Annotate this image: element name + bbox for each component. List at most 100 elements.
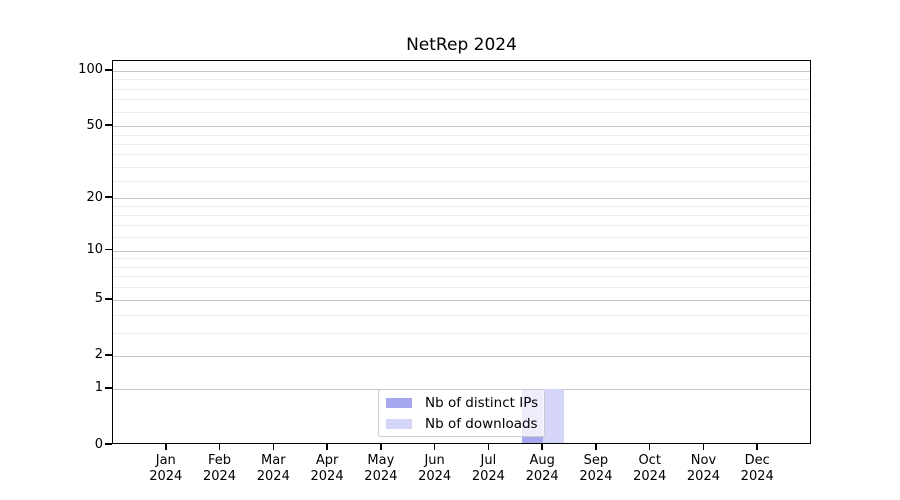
- y-tick-mark: [105, 443, 112, 445]
- legend-label-downloads: Nb of downloads: [425, 415, 538, 432]
- x-tick-month: May: [367, 453, 395, 468]
- x-tick-label: Feb 2024: [190, 453, 250, 484]
- x-tick-mark: [702, 444, 705, 450]
- x-tick-month: Nov: [690, 453, 717, 468]
- minor-gridline: [113, 166, 810, 168]
- minor-gridline: [113, 88, 810, 90]
- x-tick-year: 2024: [149, 468, 183, 484]
- x-tick-label: Sep 2024: [566, 453, 626, 484]
- x-tick-label: May 2024: [351, 453, 411, 484]
- x-tick-label: Oct 2024: [620, 453, 680, 484]
- minor-gridline: [113, 332, 810, 334]
- x-tick-label: Nov 2024: [673, 453, 733, 484]
- minor-gridline: [113, 266, 810, 268]
- x-tick-month: Apr: [315, 453, 339, 468]
- minor-gridline: [113, 206, 810, 208]
- plot-area: [112, 60, 811, 444]
- y-tick-mark: [105, 124, 112, 126]
- y-tick-label: 5: [94, 291, 103, 307]
- y-tick-label: 1: [94, 380, 103, 396]
- major-gridline: [113, 299, 810, 301]
- y-tick-label: 10: [86, 242, 103, 258]
- legend-item-downloads: Nb of downloads: [386, 415, 538, 432]
- x-tick-month: Jan: [155, 453, 176, 468]
- legend-item-distinct-ips: Nb of distinct IPs: [386, 394, 539, 411]
- minor-gridline: [113, 180, 810, 182]
- legend-label-distinct-ips: Nb of distinct IPs: [425, 394, 539, 411]
- major-gridline: [113, 70, 810, 72]
- y-tick-mark: [105, 196, 112, 198]
- major-gridline: [113, 126, 810, 128]
- x-tick-month: Oct: [638, 453, 661, 468]
- x-tick-year: 2024: [256, 468, 290, 484]
- x-tick-label: Jun 2024: [405, 453, 465, 484]
- x-tick-label: Apr 2024: [297, 453, 357, 484]
- x-tick-mark: [487, 444, 490, 450]
- x-tick-mark: [433, 444, 436, 450]
- minor-gridline: [113, 237, 810, 239]
- x-tick-year: 2024: [310, 468, 344, 484]
- major-gridline: [113, 355, 810, 357]
- x-tick-month: Sep: [583, 453, 609, 468]
- x-tick-year: 2024: [471, 468, 505, 484]
- minor-gridline: [113, 79, 810, 81]
- chart-title: NetRep 2024: [406, 35, 517, 55]
- minor-gridline: [113, 154, 810, 156]
- y-tick-mark: [105, 297, 112, 300]
- minor-gridline: [113, 225, 810, 227]
- x-tick-mark: [380, 444, 382, 450]
- y-tick-label: 0: [94, 436, 103, 452]
- minor-gridline: [113, 134, 810, 136]
- x-tick-year: 2024: [525, 468, 559, 484]
- x-tick-label: Jul 2024: [458, 453, 518, 484]
- x-tick-label: Dec 2024: [727, 453, 787, 484]
- minor-gridline: [113, 258, 810, 260]
- major-gridline: [113, 198, 810, 200]
- x-tick-month: Jul: [480, 453, 497, 468]
- minor-gridline: [113, 276, 810, 278]
- y-tick-label: 20: [86, 189, 103, 205]
- major-gridline: [113, 250, 810, 252]
- y-tick-label: 50: [86, 117, 103, 133]
- x-tick-year: 2024: [686, 468, 720, 484]
- y-tick-label: 2: [94, 347, 103, 363]
- x-tick-label: Mar 2024: [243, 453, 303, 484]
- x-tick-mark: [218, 444, 221, 450]
- y-tick-label: 100: [78, 62, 103, 78]
- bar-aug-series1: [543, 388, 565, 444]
- x-tick-year: 2024: [740, 468, 774, 484]
- minor-gridline: [113, 287, 810, 289]
- x-tick-month: Feb: [208, 453, 232, 468]
- x-tick-mark: [541, 444, 543, 450]
- x-tick-label: Aug 2024: [512, 453, 572, 484]
- x-tick-year: 2024: [364, 468, 398, 484]
- y-tick-mark: [105, 69, 112, 71]
- x-tick-year: 2024: [202, 468, 237, 484]
- x-tick-label: Jan 2024: [136, 453, 196, 484]
- x-tick-year: 2024: [418, 468, 452, 484]
- legend: Nb of distinct IPs Nb of downloads: [378, 389, 545, 437]
- y-tick-mark: [105, 387, 112, 389]
- x-tick-month: Mar: [261, 453, 286, 468]
- x-tick-mark: [595, 444, 597, 450]
- minor-gridline: [113, 314, 810, 316]
- x-tick-month: Dec: [744, 453, 770, 468]
- minor-gridline: [113, 111, 810, 113]
- x-tick-month: Jun: [424, 453, 445, 468]
- x-tick-mark: [272, 444, 275, 450]
- minor-gridline: [113, 99, 810, 101]
- y-tick-mark: [105, 248, 112, 251]
- x-tick-mark: [326, 444, 328, 450]
- x-tick-year: 2024: [633, 468, 667, 484]
- legend-swatch-downloads-icon: [386, 418, 412, 429]
- x-tick-mark: [756, 444, 759, 450]
- y-tick-mark: [105, 354, 112, 356]
- minor-gridline: [113, 143, 810, 145]
- legend-swatch-distinct-ips-icon: [386, 397, 412, 408]
- x-tick-mark: [648, 444, 651, 450]
- x-tick-month: Aug: [529, 453, 555, 468]
- x-tick-year: 2024: [579, 468, 613, 484]
- minor-gridline: [113, 215, 810, 217]
- x-tick-mark: [164, 444, 167, 450]
